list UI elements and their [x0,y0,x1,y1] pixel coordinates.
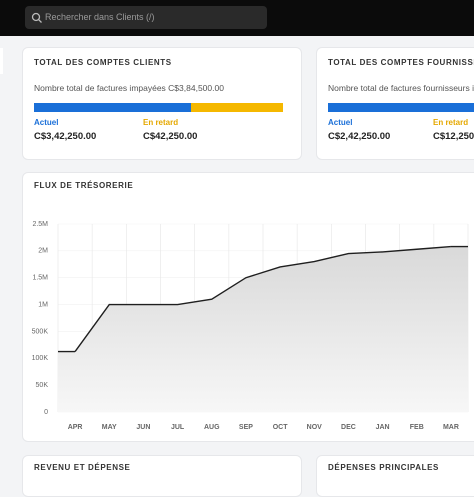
late-value: C$42,250.00 [143,131,198,142]
y-tick-label: 50K [36,382,49,389]
card-title: REVENU ET DÉPENSE [34,463,131,472]
chart: 0 50K 100K 500K 1M 1.5M 2M 2.5M APR MAY JUN JUL AUG S… [32,221,469,431]
x-tick-label: MAR [443,424,459,431]
current-value: C$3,42,250.00 [34,131,97,142]
search-icon [31,12,42,23]
x-tick-label: APR [68,424,83,431]
side-tab [0,48,3,74]
y-tick-label: 100K [32,355,49,362]
bar-late [190,103,283,112]
y-tick-label: 500K [32,328,49,335]
bar-current [34,103,191,112]
bar-current [328,103,474,112]
late-label: En retard [143,118,179,127]
y-tick-label: 0 [44,409,48,416]
current-label: Actuel [34,118,59,127]
progress-bar [328,103,474,112]
top-bar: Rechercher dans Clients (/) [0,0,474,36]
area [58,246,468,412]
x-tick-label: JUL [171,424,185,431]
x-tick-label: MAY [102,424,117,431]
line [74,245,451,352]
y-tick-label: 2.5M [32,221,48,228]
chart-title: FLUX DE TRÉSORERIE [34,181,134,190]
payables-card: TOTAL DES COMPTES FOURNISSEURS Nombre to… [316,47,474,160]
current-label: Actuel [328,118,353,127]
search-placeholder: Rechercher dans Clients (/) [45,12,155,22]
receivables-card: TOTAL DES COMPTES CLIENTS Nombre total d… [22,47,302,160]
late-value: C$12,250.00 [433,131,474,142]
expenses-card: DÉPENSES PRINCIPALES [316,455,474,497]
card-title: TOTAL DES COMPTES CLIENTS [34,58,172,67]
card-subtitle: Nombre total de factures impayées C$3,84… [34,83,224,93]
card-subtitle: Nombre total de factures fournisseurs im… [328,83,474,93]
x-tick-label: DEC [341,424,356,431]
cashflow-card: FLUX DE TRÉSORERIE 0 50K 100K 500K 1M 1.5M 2M 2… [22,172,474,442]
x-tick-label: SEP [239,424,253,431]
x-tick-label: OCT [273,424,289,431]
x-tick-label: JAN [376,424,390,431]
x-tick-label: NOV [307,424,323,431]
y-tick-label: 2M [38,248,48,255]
x-tick-label: JUN [136,424,150,431]
progress-bar [34,103,283,112]
y-tick-label: 1M [38,301,48,308]
x-tick-label: AUG [204,424,220,431]
income-card: REVENU ET DÉPENSE [22,455,302,497]
card-title: TOTAL DES COMPTES FOURNISSEURS [328,58,474,67]
x-tick-label: FEB [410,424,424,431]
late-label: En retard [433,118,469,127]
card-title: DÉPENSES PRINCIPALES [328,463,439,472]
search-box[interactable]: Rechercher dans Clients (/) [25,6,267,29]
current-value: C$2,42,250.00 [328,131,391,142]
y-tick-label: 1.5M [32,275,48,282]
